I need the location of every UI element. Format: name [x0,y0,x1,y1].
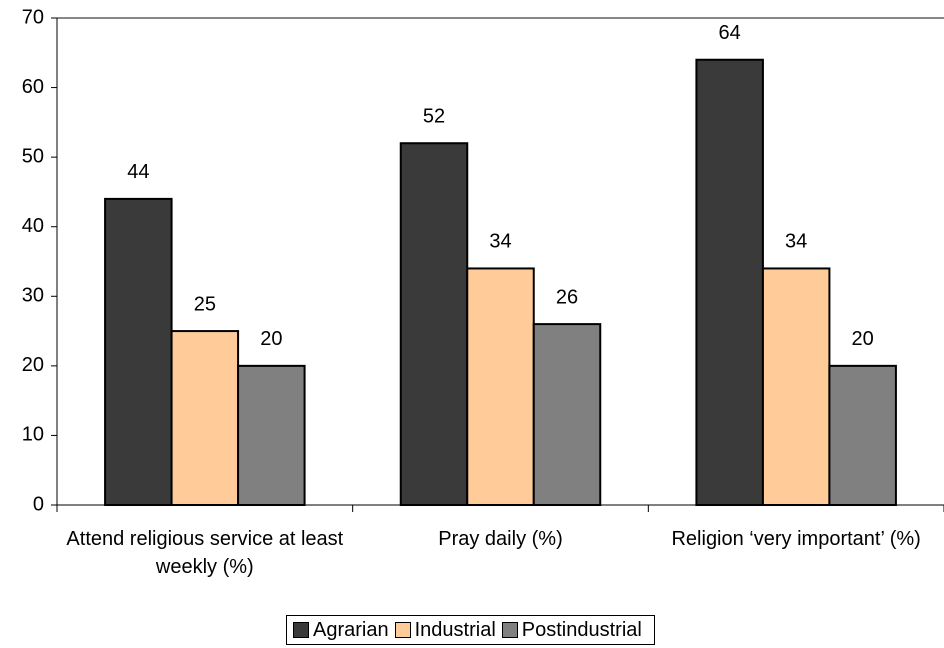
legend-item: Industrial [394,618,496,642]
legend: Agrarian Industrial Postindustrial [286,615,655,645]
data-label: 20 [852,328,874,350]
legend-label: Agrarian [313,618,389,641]
data-label: 25 [194,293,216,315]
y-tick-label: 10 [22,424,44,446]
legend-label: Industrial [414,618,496,641]
bar [237,364,306,506]
data-label: 20 [260,328,282,350]
bar [761,267,831,507]
data-label: 52 [423,106,445,128]
y-tick-label: 70 [22,6,44,28]
legend-swatch [293,622,309,638]
bar [466,267,535,507]
y-tick-label: 20 [22,354,44,376]
legend-swatch [501,622,518,638]
legend-swatch [394,622,411,638]
x-tick-label: Religion ‘very important’ (%) [671,528,921,550]
x-tick-label: Attend religious service at least weekly… [66,528,344,578]
y-tick-label: 0 [33,493,44,515]
legend-item: Postindustrial [501,618,642,642]
legend-label: Postindustrial [521,618,642,641]
data-label: 26 [556,286,578,308]
bar [828,364,897,506]
y-tick-label: 50 [22,145,44,167]
bar [532,323,602,506]
bar [104,197,173,506]
y-tick-label: 30 [22,285,44,307]
bar [170,330,240,507]
x-tick-label: Pray daily (%) [438,528,563,550]
bar [399,142,469,506]
data-label: 34 [785,231,807,253]
bar [695,58,764,506]
legend-item: Agrarian [293,619,389,642]
data-label: 64 [719,22,741,44]
data-label: 44 [127,161,149,183]
y-tick-label: 40 [22,215,44,237]
y-tick-label: 60 [22,76,44,98]
data-label: 34 [489,231,511,253]
